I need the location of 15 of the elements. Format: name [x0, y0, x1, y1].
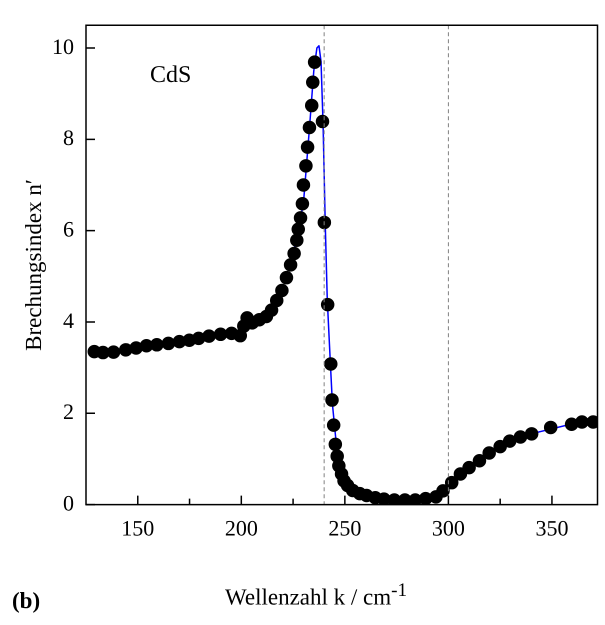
y-tick-label: 0 [63, 490, 74, 516]
x-tick-label: 150 [121, 516, 154, 541]
y-tick-label: 10 [52, 34, 74, 59]
y-tick-label: 4 [63, 308, 74, 333]
annotation: CdS [150, 62, 192, 89]
x-tick-label: 350 [535, 516, 568, 541]
y-tick-label: 2 [63, 399, 74, 424]
y-tick-label: 6 [63, 216, 74, 242]
y-tick-label: 8 [63, 125, 74, 150]
x-tick-label: 200 [224, 516, 258, 541]
x-tick-label: 300 [432, 516, 465, 541]
x-tick-label: 250 [328, 516, 362, 541]
y-axis-title: Brechungsindex n′ [21, 179, 47, 351]
x-axis-title: Wellenzahl k / cm$^{-1}$ [225, 580, 408, 611]
text: (b) [12, 588, 40, 614]
